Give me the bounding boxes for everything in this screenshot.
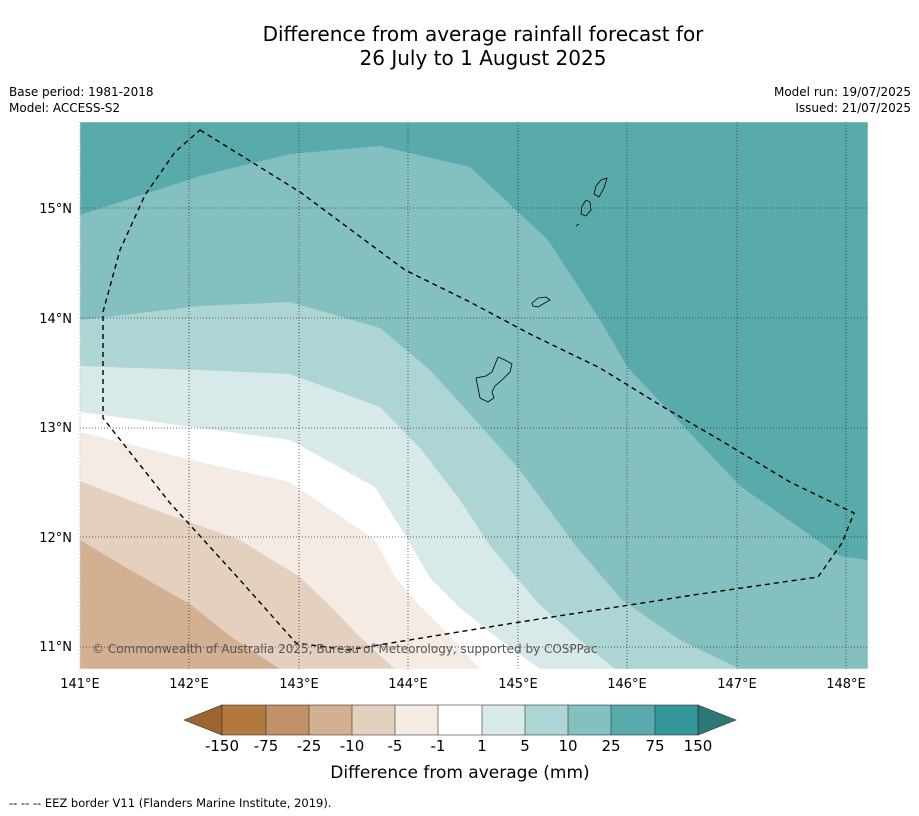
meta-left: Base period: 1981-2018 Model: ACCESS-S2 xyxy=(9,84,154,116)
meta-right: Model run: 19/07/2025 Issued: 21/07/2025 xyxy=(774,84,911,116)
colorbar-label: -75 xyxy=(254,737,279,755)
colorbar-label: -25 xyxy=(297,737,322,755)
lon-tick-142: 142°E xyxy=(169,677,209,692)
lat-tick-11: 11°N xyxy=(39,640,72,655)
island-tinian xyxy=(580,199,592,217)
issued-date: Issued: 21/07/2025 xyxy=(795,101,911,115)
colorbar-label: -1 xyxy=(431,737,446,755)
colorbar-label: 25 xyxy=(601,737,620,755)
colorbar-segment xyxy=(352,705,395,735)
colorbar-segment xyxy=(611,705,655,735)
lon-tick-143: 143°E xyxy=(279,677,319,692)
model-run: Model run: 19/07/2025 xyxy=(773,85,911,99)
eez-boundary xyxy=(102,129,855,651)
island-outlines xyxy=(475,177,608,403)
lon-tick-147: 147°E xyxy=(717,677,757,692)
colorbar-label: -5 xyxy=(388,737,403,755)
colorbar-lower-extension xyxy=(183,704,223,736)
base-period: Base period: 1981-2018 xyxy=(9,85,154,99)
colorbar-segment xyxy=(222,705,266,735)
island-aguijan xyxy=(575,223,580,227)
lat-tick-14: 14°N xyxy=(39,312,72,327)
colorbar-labels: -150 -75 -25 -10 -5 -1 1 5 10 25 75 150 xyxy=(205,737,712,755)
copyright-text: © Commonwealth of Australia 2025, Bureau… xyxy=(92,642,597,656)
island-rota xyxy=(531,296,551,308)
colorbar: -150 -75 -25 -10 -5 -1 1 5 10 25 75 150 … xyxy=(183,704,737,783)
island-guam xyxy=(475,356,513,403)
lat-tick-labels: 15°N 14°N 13°N 12°N 11°N xyxy=(39,202,72,655)
colorbar-label: 150 xyxy=(684,737,713,755)
map-figure: 15°N 14°N 13°N 12°N 11°N 141°E 142°E 143… xyxy=(39,121,869,783)
lon-tick-148: 148°E xyxy=(826,677,866,692)
colorbar-segment xyxy=(309,705,352,735)
colorbar-label: -150 xyxy=(205,737,239,755)
colorbar-upper-extension xyxy=(697,704,737,736)
lon-tick-144: 144°E xyxy=(388,677,428,692)
colorbar-segment xyxy=(266,705,309,735)
colorbar-segment xyxy=(568,705,611,735)
colorbar-segment xyxy=(395,705,438,735)
lat-tick-13: 13°N xyxy=(39,421,72,436)
colorbar-label: 1 xyxy=(477,737,487,755)
title-line-2: 26 July to 1 August 2025 xyxy=(359,46,607,70)
lon-tick-146: 146°E xyxy=(607,677,647,692)
colorbar-segment xyxy=(525,705,568,735)
colorbar-frame xyxy=(221,704,699,736)
title-line-1: Difference from average rainfall forecas… xyxy=(262,22,704,46)
colorbar-label: 75 xyxy=(645,737,664,755)
lon-tick-145: 145°E xyxy=(498,677,538,692)
lat-tick-15: 15°N xyxy=(39,202,72,217)
lat-tick-12: 12°N xyxy=(39,531,72,546)
colorbar-segment xyxy=(655,705,698,735)
band-neg25-neg10 xyxy=(80,540,280,669)
model-name: Model: ACCESS-S2 xyxy=(9,101,121,115)
lon-tick-labels: 141°E 142°E 143°E 144°E 145°E 146°E 147°… xyxy=(60,677,866,692)
colorbar-label: 5 xyxy=(520,737,530,755)
lon-tick-141: 141°E xyxy=(60,677,100,692)
colorbar-segment xyxy=(482,705,525,735)
colorbar-segment xyxy=(438,705,482,735)
island-saipan xyxy=(593,177,608,198)
colorbar-label: -10 xyxy=(340,737,365,755)
contour-fill xyxy=(80,122,868,669)
colorbar-title: Difference from average (mm) xyxy=(330,763,589,783)
map-frame xyxy=(79,121,869,670)
colorbar-label: 10 xyxy=(558,737,577,755)
eez-footnote: -- -- -- EEZ border V11 (Flanders Marine… xyxy=(9,796,332,810)
map-title: Difference from average rainfall forecas… xyxy=(0,22,919,70)
